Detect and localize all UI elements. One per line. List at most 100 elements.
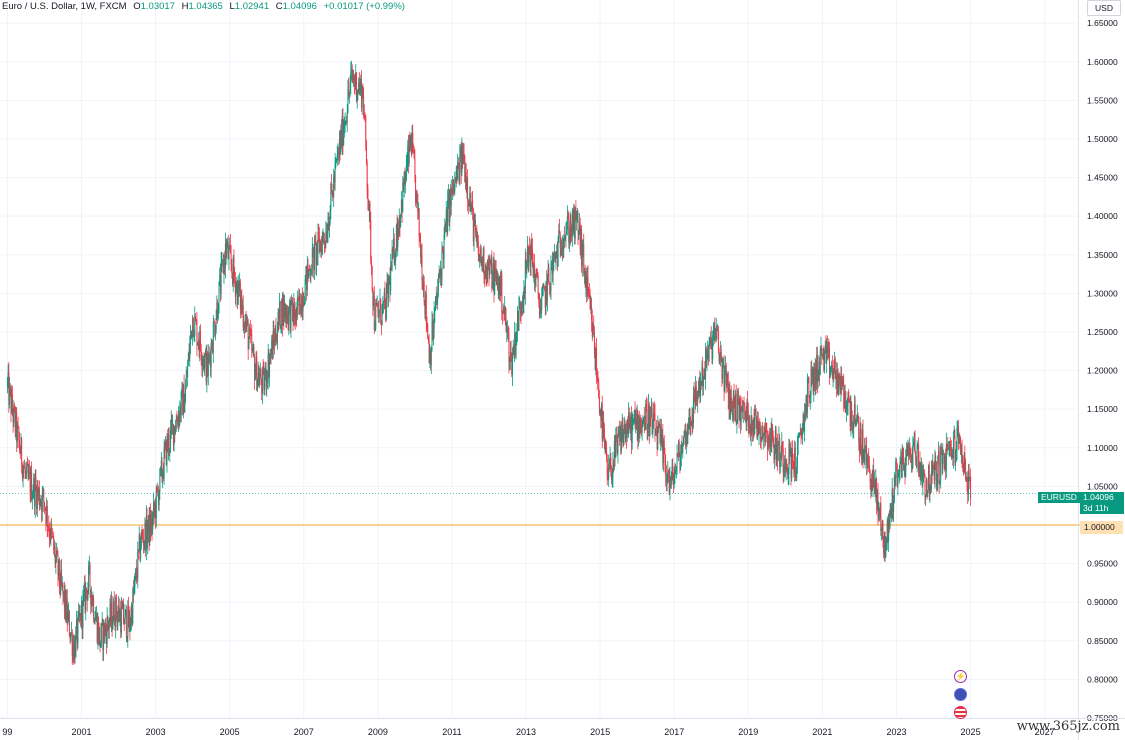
last-price-tag: 1.04096 [1080, 492, 1124, 503]
candle-body-down [237, 281, 239, 305]
candle-body-up [595, 349, 597, 369]
candle-body-down [603, 420, 605, 429]
candle-body-up [925, 495, 927, 498]
candle-body-up [492, 263, 494, 282]
currency-selector[interactable]: USD [1087, 0, 1121, 16]
candle-body-up [619, 426, 621, 435]
candle-body-down [165, 440, 167, 465]
candle-body-up [796, 444, 798, 467]
candle-body-down [784, 458, 786, 471]
candle-body-down [946, 443, 948, 446]
candle-body-up [863, 449, 865, 460]
candle-body-down [331, 183, 333, 191]
candle-body-down [35, 478, 37, 488]
candle-body-up [913, 433, 915, 442]
candle-body-up [698, 378, 700, 389]
candle-body-down [646, 409, 648, 431]
candle-body-down [301, 295, 303, 311]
candle-body-up [350, 68, 352, 73]
candle-body-down [339, 139, 341, 152]
candle-body-down [616, 436, 618, 453]
candle-body-up [494, 268, 496, 294]
candle-body-up [455, 171, 457, 182]
candle-body-up [464, 172, 466, 182]
candle-body-up [152, 516, 154, 530]
candle-body-down [23, 467, 25, 469]
candle-body-down [98, 622, 100, 643]
candle-body-down [737, 390, 739, 401]
candle-body-up [779, 455, 781, 468]
candle-body-up [650, 407, 652, 418]
candle-body-down [804, 413, 806, 415]
candle-body-up [667, 470, 669, 478]
candle-body-up [7, 372, 9, 381]
candle-body-up [473, 221, 475, 242]
us-flag-icon[interactable] [954, 706, 967, 719]
globe-icon[interactable] [954, 688, 967, 701]
candle-body-down [338, 151, 340, 155]
candle-body-up [357, 91, 359, 93]
candle-body-down [965, 461, 967, 479]
candle-body-down [309, 269, 311, 277]
candle-body-up [359, 84, 361, 92]
candle-body-up [378, 309, 380, 318]
candle-body-up [742, 402, 744, 412]
lightning-icon[interactable]: ⚡ [954, 670, 967, 683]
candle-body-up [889, 511, 891, 527]
candle-body-up [526, 261, 528, 271]
candle-body-down [600, 409, 602, 421]
candle-body-up [481, 258, 483, 266]
candle-body-down [43, 489, 45, 502]
candle-body-down [495, 271, 497, 279]
candle-body-up [244, 320, 246, 330]
candle-body-down [247, 322, 249, 350]
candle-body-up [810, 369, 812, 398]
candle-body-up [861, 429, 863, 460]
symbol-title: Euro / U.S. Dollar, 1W, FXCM [2, 1, 127, 12]
candle-body-up [676, 453, 678, 468]
candle-body-down [598, 381, 600, 398]
candle-body-down [539, 303, 541, 318]
candle-body-down [970, 477, 972, 499]
candle-body-up [88, 564, 90, 566]
candle-body-down [462, 145, 464, 165]
candle-body-down [678, 442, 680, 457]
candle-body-down [80, 613, 82, 626]
candle-body-down [743, 402, 745, 404]
candle-body-up [826, 344, 828, 364]
candle-body-down [201, 360, 203, 367]
candle-body-up [346, 112, 348, 123]
candle-body-down [720, 351, 722, 358]
candle-body-up [666, 477, 668, 482]
candle-body-down [37, 487, 39, 495]
candle-body-up [859, 428, 861, 452]
candle-body-down [685, 429, 687, 446]
candle-body-up [224, 243, 226, 268]
candle-body-down [848, 392, 850, 399]
candle-body-up [406, 160, 408, 166]
candle-body-down [480, 249, 482, 266]
candle-body-down [51, 531, 53, 537]
candle-body-up [159, 468, 161, 492]
candle-body-up [700, 381, 702, 396]
candle-body-down [89, 564, 91, 590]
candle-body-down [271, 339, 273, 359]
candle-body-down [673, 473, 675, 485]
candle-body-up [461, 145, 463, 173]
candle-body-down [529, 252, 531, 267]
candle-body-down [668, 470, 670, 474]
candle-body-down [426, 322, 428, 325]
candle-body-down [274, 338, 276, 346]
candle-body-up [722, 365, 724, 367]
candle-body-down [884, 532, 886, 558]
candle-body-down [440, 269, 442, 280]
candle-body-up [311, 274, 313, 275]
candle-body-down [711, 343, 713, 360]
candle-body-down [399, 218, 401, 227]
candle-body-up [855, 423, 857, 425]
candle-body-down [581, 229, 583, 266]
candle-body-down [245, 320, 247, 326]
candle-body-down [589, 294, 591, 310]
candle-body-up [898, 471, 900, 473]
